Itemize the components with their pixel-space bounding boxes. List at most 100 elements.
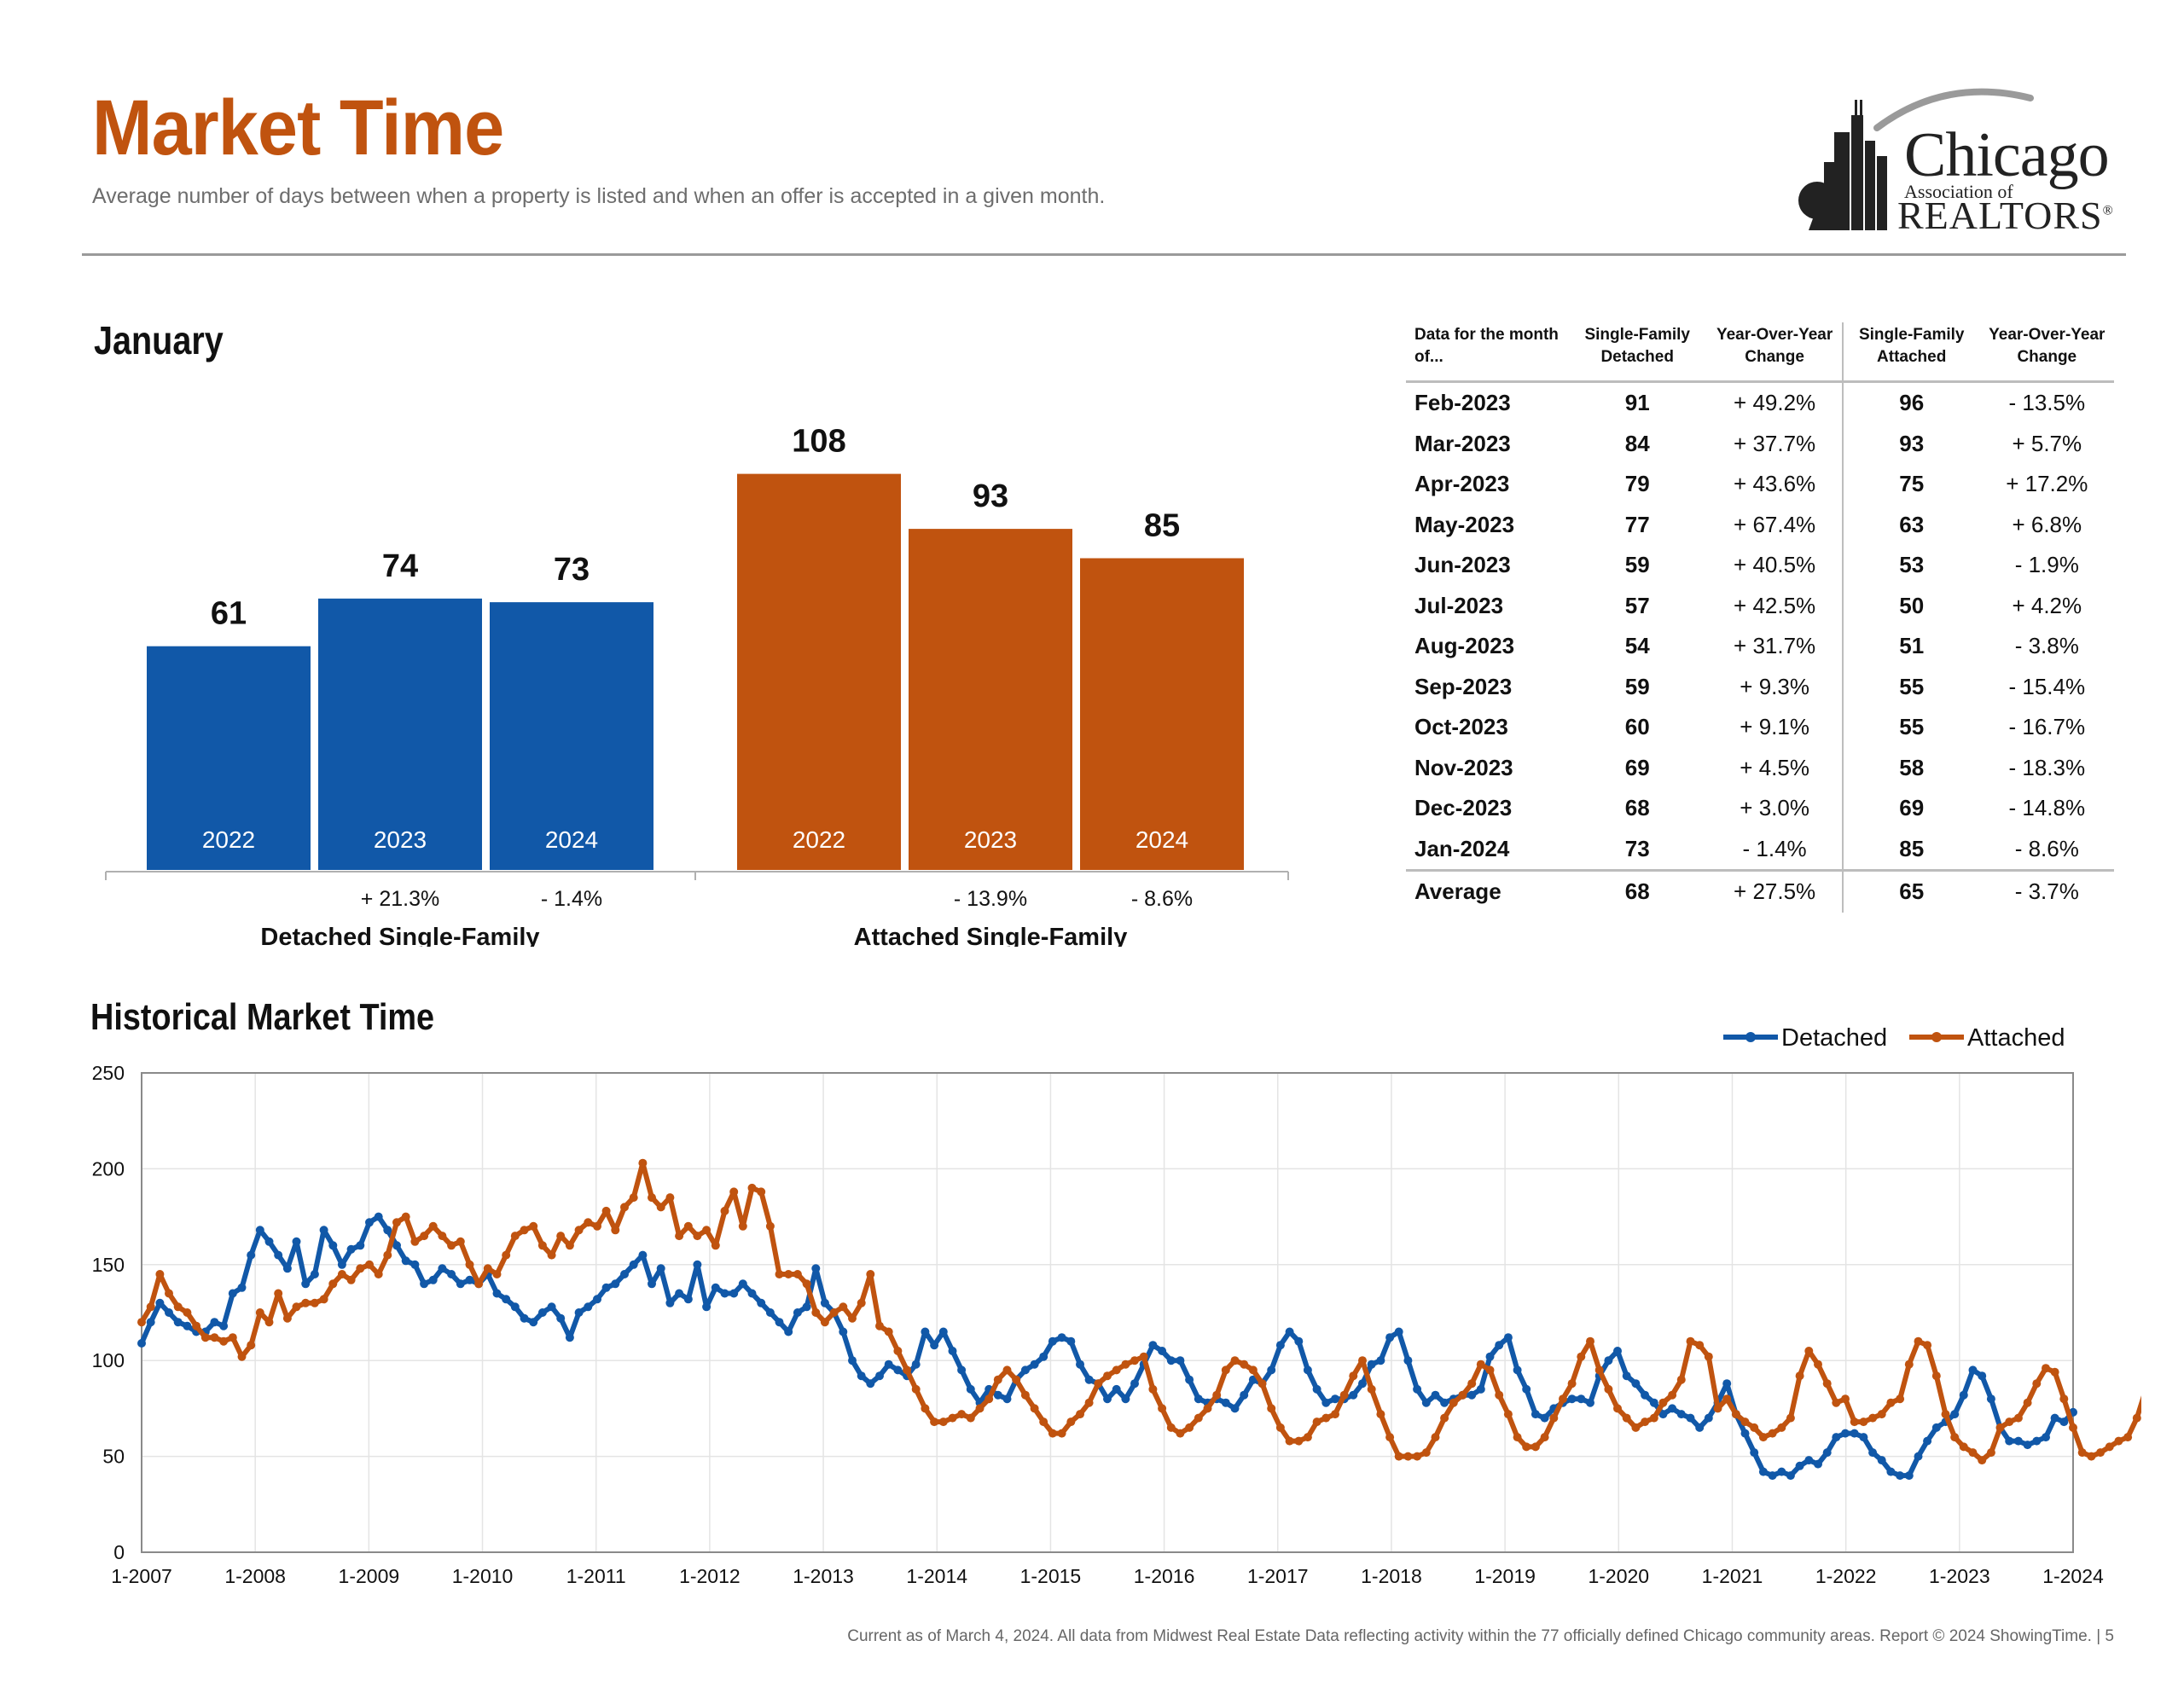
data-point-detached	[1294, 1336, 1304, 1346]
data-point-attached	[1166, 1423, 1176, 1432]
data-point-detached	[1331, 1394, 1339, 1404]
table-row: Mar-2023 84 + 37.7% 93 + 5.7%	[1406, 423, 2114, 464]
table-row: Dec-2023 68 + 3.0% 69 - 14.8%	[1406, 788, 2114, 829]
data-point-detached	[1613, 1347, 1622, 1355]
data-point-attached	[911, 1384, 921, 1394]
data-point-attached	[985, 1394, 994, 1404]
data-point-attached	[2087, 1452, 2096, 1461]
cell-detached: 79	[1624, 471, 1650, 497]
data-point-attached	[1103, 1371, 1112, 1381]
cell-detached-change: - 1.4%	[1742, 835, 1807, 861]
data-point-detached	[1066, 1336, 1076, 1346]
table-row: Aug-2023 54 + 31.7% 51 - 3.8%	[1406, 626, 2114, 667]
cell-attached: 53	[1841, 545, 1980, 586]
data-point-detached	[1358, 1379, 1367, 1388]
data-point-detached	[1194, 1394, 1203, 1404]
data-point-attached	[192, 1321, 201, 1330]
data-point-detached	[1103, 1394, 1112, 1404]
data-point-detached	[957, 1365, 967, 1375]
cell-detached-change: + 31.7%	[1734, 633, 1816, 659]
bar-year-label: 2023	[964, 826, 1017, 853]
bar-value-label: 85	[1144, 508, 1180, 544]
data-point-detached	[2050, 1413, 2059, 1423]
data-point-attached	[656, 1203, 665, 1212]
data-point-detached	[1421, 1398, 1431, 1407]
data-point-detached	[1668, 1404, 1677, 1413]
data-point-attached	[1221, 1365, 1230, 1375]
bar-detached-2022	[147, 646, 311, 870]
data-point-attached	[683, 1221, 693, 1231]
data-point-detached	[210, 1318, 219, 1327]
data-point-detached	[1376, 1356, 1385, 1365]
data-point-attached	[1139, 1352, 1148, 1361]
data-point-attached	[1959, 1442, 1968, 1452]
data-point-detached	[547, 1302, 556, 1312]
bar-detached-2024	[490, 602, 653, 870]
data-point-detached	[1804, 1456, 1814, 1465]
data-point-attached	[492, 1270, 502, 1278]
data-point-attached	[1294, 1436, 1304, 1446]
data-point-attached	[465, 1260, 474, 1269]
data-point-detached	[930, 1341, 939, 1350]
data-point-attached	[1321, 1413, 1331, 1423]
data-point-attached	[1012, 1375, 1021, 1384]
data-point-attached	[1768, 1429, 1777, 1438]
data-point-attached	[1285, 1436, 1294, 1446]
data-point-detached	[264, 1237, 274, 1246]
data-point-detached	[1312, 1384, 1321, 1394]
cell-month: Jan-2024	[1414, 835, 1510, 861]
data-point-detached	[1931, 1423, 1941, 1432]
data-point-attached	[1586, 1336, 1594, 1346]
data-point-attached	[921, 1404, 930, 1413]
data-point-attached	[866, 1270, 875, 1278]
cell-attached: 93	[1841, 423, 1980, 464]
data-point-detached	[1795, 1461, 1804, 1470]
data-point-detached	[1476, 1384, 1485, 1394]
data-point-detached	[1020, 1365, 1030, 1375]
data-point-attached	[966, 1413, 975, 1423]
y-tick-label: 50	[102, 1446, 125, 1468]
data-point-detached	[492, 1289, 502, 1298]
cell-attached-change: - 16.7%	[2008, 714, 2086, 740]
data-point-attached	[884, 1327, 893, 1336]
legend-marker	[1931, 1032, 1942, 1042]
cell-attached: 51	[1841, 626, 1980, 667]
data-point-detached	[629, 1260, 638, 1269]
data-point-detached	[1886, 1467, 1896, 1476]
data-point-detached	[802, 1302, 811, 1312]
data-point-attached	[1649, 1413, 1658, 1423]
data-point-attached	[1267, 1404, 1276, 1413]
logo-text-association: Association of	[1904, 181, 2013, 202]
data-point-attached	[2105, 1442, 2114, 1452]
data-point-detached	[938, 1327, 948, 1336]
cell-detached: 68	[1567, 869, 1708, 913]
data-point-attached	[1467, 1379, 1477, 1388]
table-row: May-2023 77 + 67.4% 63 + 6.8%	[1406, 504, 2114, 545]
data-point-detached	[1868, 1448, 1878, 1458]
data-point-detached	[1048, 1336, 1057, 1346]
data-point-detached	[1513, 1365, 1522, 1375]
data-point-attached	[1066, 1417, 1076, 1427]
x-tick-label: 1-2024	[2042, 1565, 2104, 1587]
data-point-attached	[1868, 1413, 1878, 1423]
data-point-detached	[757, 1298, 766, 1307]
data-point-detached	[738, 1279, 747, 1289]
cell-month: Dec-2023	[1414, 795, 1513, 821]
data-point-attached	[510, 1232, 520, 1241]
data-point-attached	[1968, 1448, 1978, 1458]
data-point-detached	[1440, 1398, 1449, 1407]
data-point-attached	[1531, 1442, 1540, 1452]
table-row: Apr-2023 79 + 43.6% 75 + 17.2%	[1406, 464, 2114, 505]
data-point-attached	[1896, 1394, 1905, 1404]
data-point-detached	[1495, 1341, 1504, 1350]
page-subtitle: Average number of days between when a pr…	[92, 184, 1106, 208]
data-point-attached	[957, 1410, 967, 1419]
data-point-detached	[410, 1260, 420, 1269]
data-point-attached	[1185, 1423, 1194, 1432]
data-point-attached	[875, 1321, 884, 1330]
data-point-attached	[757, 1187, 766, 1197]
data-point-detached	[574, 1308, 584, 1317]
data-point-attached	[502, 1250, 511, 1260]
data-point-detached	[839, 1327, 848, 1336]
data-point-attached	[1476, 1359, 1485, 1369]
